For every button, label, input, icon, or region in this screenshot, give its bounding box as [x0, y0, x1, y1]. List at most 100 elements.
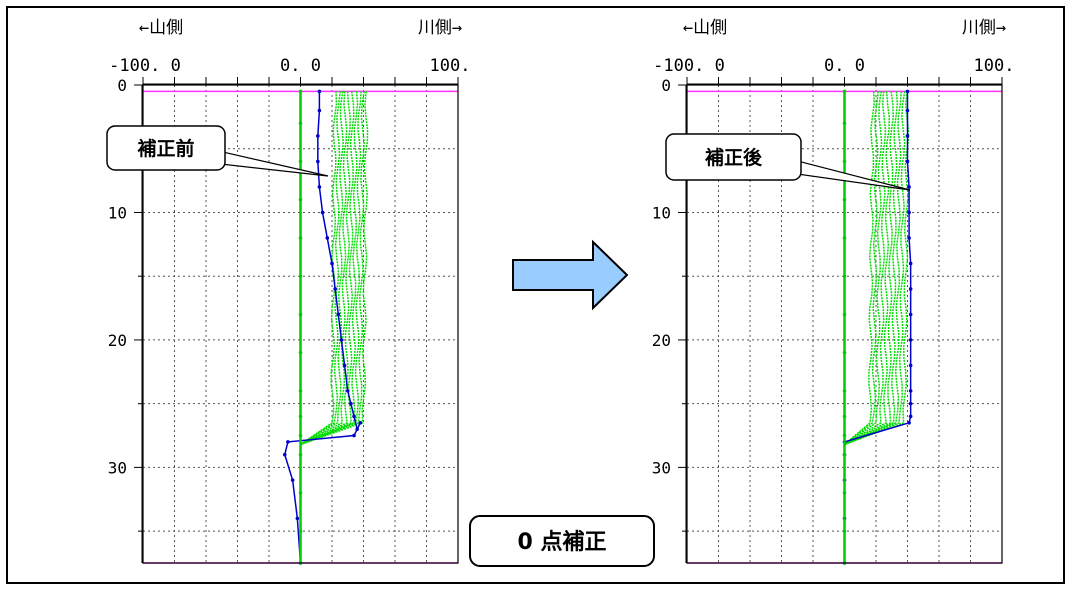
series-point: [345, 389, 350, 393]
x-axis-label-left: ←山側: [139, 18, 183, 38]
series-point: [298, 414, 303, 419]
x-axis-label-right: 川側→: [962, 18, 1006, 38]
series-point: [349, 401, 353, 406]
series-point: [842, 389, 847, 393]
series-point: [320, 210, 325, 215]
series-point: [282, 452, 287, 457]
series-point: [290, 478, 295, 482]
x-axis-label-left: ←山側: [683, 18, 727, 38]
series-point: [908, 287, 913, 291]
series-point: [330, 261, 334, 266]
series-point: [842, 414, 847, 419]
chart-after-correction: -100. 0 0. 0 100. ←山側 川側→ 0 10 20 30 補正後: [652, 18, 1015, 565]
series-point: [342, 363, 347, 368]
callout-label: 補正前: [136, 137, 194, 160]
series-point: [298, 529, 303, 533]
series-point: [298, 433, 303, 438]
series-point: [298, 452, 303, 457]
series-point: [298, 89, 303, 94]
series-point: [355, 427, 360, 431]
y-tick-label: 20: [108, 331, 127, 350]
badge-label: 0 点補正: [518, 529, 607, 555]
series-point: [295, 516, 300, 521]
series-point: [908, 338, 913, 342]
series-point: [298, 236, 303, 240]
right-arrow-icon: [512, 239, 629, 311]
series-point: [908, 312, 913, 317]
band-trace: [844, 91, 883, 446]
series-point: [298, 159, 303, 164]
band-trace: [300, 91, 355, 446]
band-trace: [300, 91, 351, 446]
series-point: [298, 491, 303, 495]
y-tick-label: 10: [652, 203, 671, 222]
series-point: [286, 440, 290, 444]
callout-label: 補正後: [704, 146, 763, 169]
series-point: [842, 433, 847, 438]
series-point: [298, 121, 303, 126]
series-point: [842, 274, 847, 279]
series-point: [333, 287, 337, 291]
band-trace: [300, 91, 369, 446]
series-point: [842, 312, 847, 317]
callout-box: [106, 125, 226, 171]
series-point: [907, 420, 911, 425]
y-tick-label: 0: [117, 76, 127, 95]
series-point: [316, 134, 320, 138]
series-point: [352, 433, 356, 438]
series-point: [907, 236, 911, 240]
series-point: [908, 261, 913, 266]
series-point: [336, 312, 341, 317]
series-point: [842, 89, 847, 94]
band-trace: [844, 91, 891, 446]
series-point: [842, 159, 847, 164]
series-point: [905, 159, 910, 164]
figure-frame: [6, 6, 1065, 584]
series-point: [907, 185, 911, 189]
series-point: [298, 389, 303, 393]
x-tick-label: 100.: [430, 56, 471, 76]
x-axis-label-right: 川側→: [418, 18, 462, 38]
band-trace: [300, 91, 348, 446]
band-trace: [844, 91, 875, 446]
x-tick-label: 0. 0: [280, 56, 321, 76]
zero-correction-badge: 0 点補正: [469, 515, 655, 567]
band-trace: [300, 91, 362, 446]
series-point: [842, 121, 847, 126]
y-tick-label: 30: [652, 458, 671, 477]
series-point: [339, 338, 344, 342]
series-point: [908, 389, 913, 393]
y-tick-label: 20: [652, 331, 671, 350]
series-point: [905, 134, 910, 138]
series-point: [317, 89, 322, 94]
band-trace: [300, 91, 359, 446]
y-tick-label: 0: [661, 76, 671, 95]
series-point: [908, 414, 913, 419]
x-tick-label: -100. 0: [109, 56, 181, 76]
series-point: [905, 89, 910, 94]
x-tick-label: -100. 0: [653, 56, 725, 76]
series-point: [316, 159, 320, 164]
x-tick-label: 0. 0: [824, 56, 865, 76]
series-point: [317, 185, 322, 189]
band-trace: [844, 91, 887, 446]
band-trace: [844, 91, 906, 446]
series-point: [298, 197, 303, 202]
series-point: [842, 491, 847, 495]
series-point: [298, 312, 303, 317]
chart-before-correction: -100. 0 0. 0 100. ←山側 川側→ 0 10 20 30 補正前: [106, 18, 471, 565]
x-tick-label: 100.: [974, 56, 1015, 76]
band-trace: [844, 91, 895, 446]
series-point: [907, 210, 911, 215]
band-trace: [844, 91, 899, 446]
band-trace: [844, 91, 903, 446]
band-trace: [300, 91, 338, 446]
callout-box: [665, 133, 802, 181]
series-point: [842, 452, 847, 457]
series-point: [358, 420, 363, 425]
series-point: [325, 236, 330, 240]
series-point: [908, 363, 913, 368]
y-tick-label: 10: [108, 203, 127, 222]
series-point: [842, 236, 847, 240]
